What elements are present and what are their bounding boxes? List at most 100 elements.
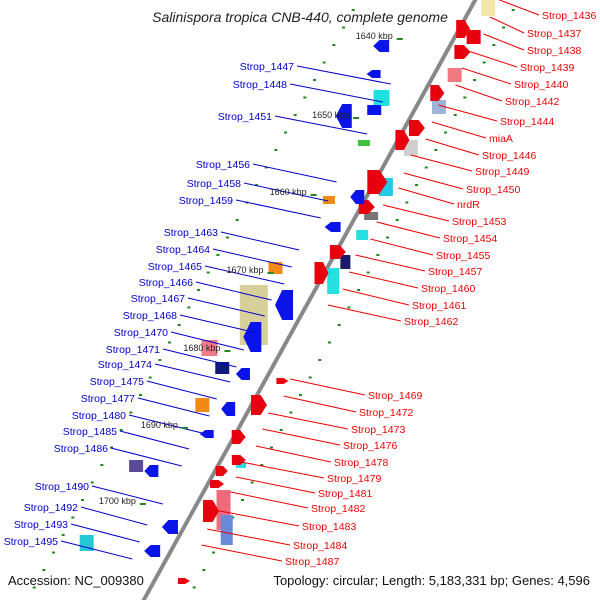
tick-dot [511,9,515,11]
right-gene-label: Strop_1455 [436,250,490,262]
leader-line [410,154,473,172]
right-gene-label: Strop_1453 [452,216,506,228]
leader-line [489,16,525,34]
right-gene-label: Strop_1442 [505,96,559,108]
leader-line [425,138,480,156]
right-gene-label: Strop_1440 [514,79,568,91]
gene-arrow-forward [408,120,425,136]
tick-dot [212,551,216,554]
gene-arrow-forward [367,170,388,194]
right-gene-label: Strop_1484 [293,540,347,552]
gene-arrow-reverse [161,520,178,534]
tick-dot [434,149,438,151]
leader-line [204,265,285,285]
tick-dot [424,166,428,169]
leader-line [195,281,272,301]
gene-arrow-reverse [221,402,236,416]
tick-dot [226,236,230,239]
gene-block [215,362,230,374]
right-gene-label: Strop_1472 [359,407,413,419]
backbone-line [141,0,478,600]
leader-line [241,461,325,479]
left-gene-label: Strop_1477 [81,393,135,405]
gene-arrow-forward [276,378,289,384]
gene-block [466,30,481,44]
tick-dot [100,464,104,466]
kbp-tick-label: 1690 kbp [141,420,178,430]
gene-block [447,68,462,82]
tick-dot [90,481,94,484]
tick-dot [197,289,201,291]
leader-line [349,271,419,289]
gene-arrow-forward [215,466,228,476]
tick-dot [202,569,206,571]
tick-dot [303,96,307,99]
tick-dot [235,219,239,221]
label-leader-lines [60,0,540,562]
left-gene-label: Strop_1485 [63,426,117,438]
right-gene-label: Strop_1449 [475,166,529,178]
tick-dot [313,79,317,81]
left-gene-label: Strop_1495 [4,536,58,548]
kbp-tick-label: 1650 kbp [312,110,349,120]
tick-dot [444,131,448,134]
left-gene-label: Strop_1474 [98,359,152,371]
tick-dot [231,516,235,519]
right-gene-label: Strop_1476 [343,440,397,452]
genome-backbone [141,0,478,600]
topology-label: Topology: circular; Length: 5,183,331 bp… [273,573,590,588]
gene-arrow-reverse [144,545,161,557]
right-gene-label: Strop_1436 [542,10,596,22]
leader-line [461,67,512,85]
kbp-tick-mark [310,194,317,196]
left-gene-label: Strop_1470 [114,327,168,339]
gene-arrow-forward [177,578,190,584]
tick-dot [264,166,268,169]
leader-line [289,378,366,396]
leader-line [398,187,455,205]
tick-dot [328,341,332,344]
tick-dot [299,394,303,396]
tick-dot [192,586,196,589]
left-gene-label: Strop_1486 [54,443,108,455]
leader-line [483,33,525,51]
left-gene-label: Strop_1466 [139,277,193,289]
gene-arrow-forward [231,430,246,444]
right-gene-label: Strop_1454 [443,233,497,245]
gene-block [367,105,382,115]
right-gene-label: nrdR [457,199,480,211]
gene-arrow-reverse [144,465,159,477]
right-gene-label: Strop_1461 [412,300,466,312]
gene-arrow-reverse [235,368,250,380]
tick-dot [386,236,390,239]
gene-arrow-forward [454,45,471,59]
gene-block [220,515,233,545]
kbp-tick-label: 1700 kbp [99,496,136,506]
leader-line [179,314,258,334]
tick-dot [482,61,486,64]
leader-line [268,412,349,430]
gene-block [364,212,379,220]
gene-block [431,100,446,114]
left-gene-label: Strop_1465 [148,261,202,273]
tick-dot [342,26,346,29]
gene-arrow-forward [329,245,346,259]
leader-line [498,0,540,16]
gene-block [195,398,210,412]
tick-dot [395,219,399,221]
gene-block [403,140,418,156]
leader-line [403,172,464,190]
right-gene-label: Strop_1482 [311,503,365,515]
leader-line [170,331,244,351]
gene-arrow-reverse [275,290,294,320]
right-gene-label: Strop_1444 [500,116,554,128]
leader-line [283,395,357,413]
leader-line [455,84,503,102]
gene-arrow-reverse [324,222,341,232]
tick-dot [351,9,355,11]
tick-dot [337,324,341,326]
right-gene-label: Strop_1438 [527,45,581,57]
right-gene-label: Strop_1450 [466,184,520,196]
tick-dot [177,324,181,326]
leader-line [431,121,487,139]
